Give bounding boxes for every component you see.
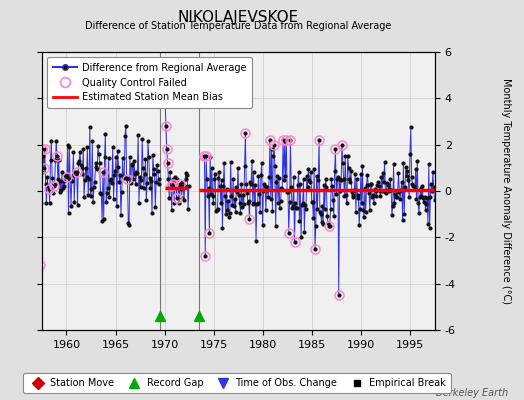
Y-axis label: Monthly Temperature Anomaly Difference (°C): Monthly Temperature Anomaly Difference (… [501,78,511,304]
Text: NIKOLAJEVSKOE: NIKOLAJEVSKOE [178,10,299,25]
Text: Difference of Station Temperature Data from Regional Average: Difference of Station Temperature Data f… [85,21,391,31]
Legend: Station Move, Record Gap, Time of Obs. Change, Empirical Break: Station Move, Record Gap, Time of Obs. C… [23,374,451,393]
Legend: Difference from Regional Average, Quality Control Failed, Estimated Station Mean: Difference from Regional Average, Qualit… [47,57,252,108]
Text: Berkeley Earth: Berkeley Earth [436,388,508,398]
